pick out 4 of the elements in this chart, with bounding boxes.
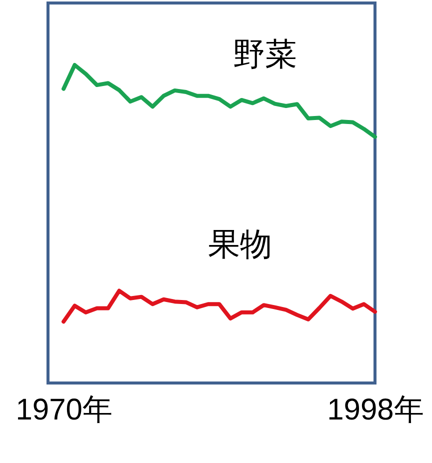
x-tick-label: 1970年 <box>16 394 112 426</box>
series-label: 果物 <box>208 226 272 262</box>
series-label: 野菜 <box>233 36 297 72</box>
x-tick-label: 1998年 <box>327 394 424 426</box>
